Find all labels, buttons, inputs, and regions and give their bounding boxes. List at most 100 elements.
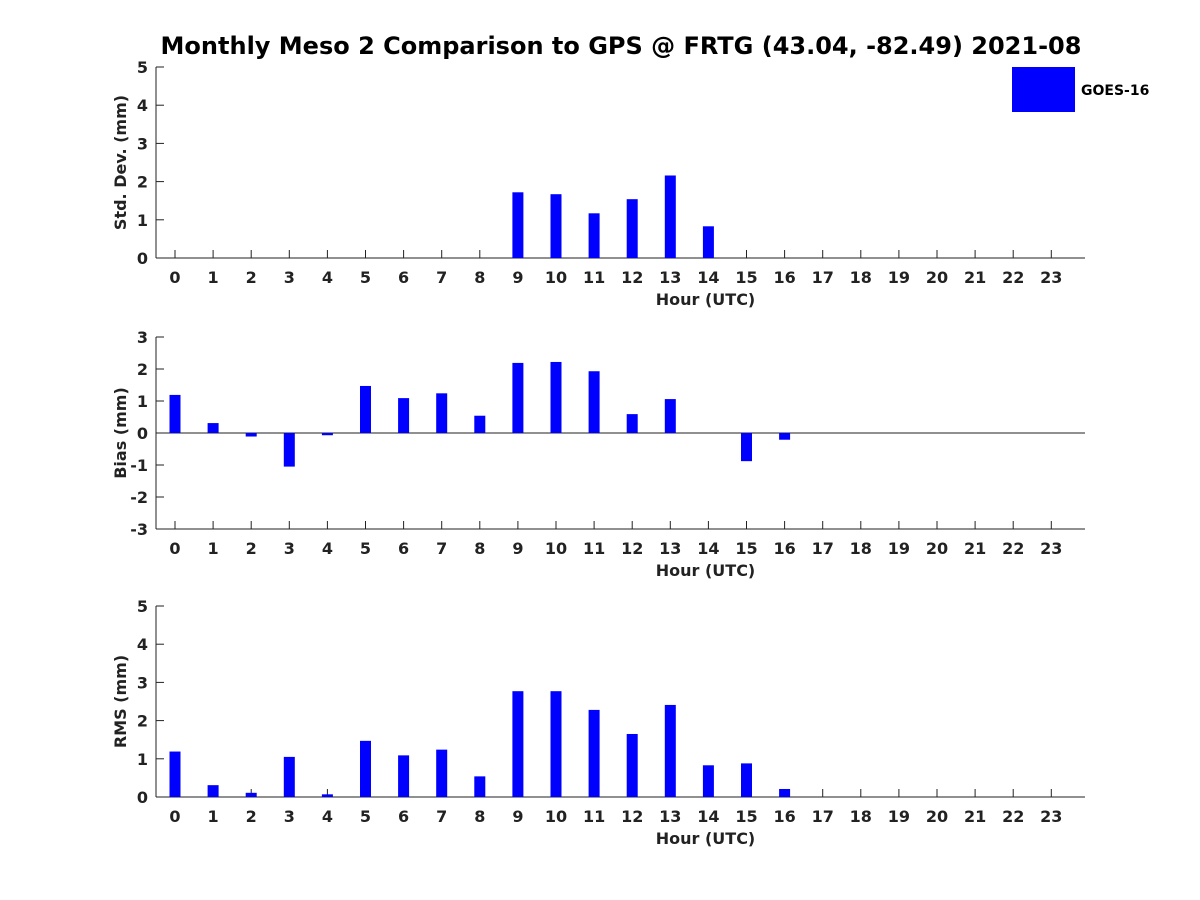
std-dev-xtick-label: 3 — [284, 268, 295, 287]
bias-xtick-label: 22 — [1002, 539, 1024, 558]
rms-ytick-label: 2 — [137, 712, 148, 731]
std-dev-y-axis-label: Std. Dev. (mm) — [111, 95, 130, 230]
bias-xtick-label: 9 — [512, 539, 523, 558]
std-dev-ytick-label: 2 — [137, 173, 148, 192]
rms-y-axis-label: RMS (mm) — [111, 655, 130, 748]
bias-xtick-label: 1 — [208, 539, 219, 558]
rms-bar-hour-8 — [474, 776, 486, 797]
rms-ytick-label: 4 — [137, 635, 148, 654]
bias-ytick-label: 1 — [137, 392, 148, 411]
rms-xtick-label: 10 — [545, 807, 567, 826]
rms-ytick-label: 3 — [137, 673, 148, 692]
rms-xtick-label: 17 — [812, 807, 834, 826]
bias-xtick-label: 7 — [436, 539, 447, 558]
std-dev-xtick-label: 14 — [697, 268, 719, 287]
bias-bar-hour-6 — [398, 398, 410, 433]
std-dev-xtick-label: 16 — [773, 268, 795, 287]
legend-label: GOES-16 — [1081, 83, 1149, 99]
rms-xtick-label: 2 — [246, 807, 257, 826]
rms-bar-hour-7 — [436, 749, 448, 797]
std-dev-bar-hour-14 — [702, 226, 714, 258]
rms-bar-hour-16 — [779, 788, 791, 797]
rms-xtick-label: 12 — [621, 807, 643, 826]
std-dev-xtick-label: 5 — [360, 268, 371, 287]
bias-xtick-label: 16 — [773, 539, 795, 558]
rms-xtick-label: 6 — [398, 807, 409, 826]
std-dev-bar-hour-11 — [588, 213, 600, 258]
std-dev-xtick-label: 17 — [812, 268, 834, 287]
rms-bar-hour-12 — [626, 733, 638, 797]
std-dev-ytick-label: 0 — [137, 249, 148, 268]
rms-bar-hour-6 — [398, 755, 410, 797]
rms-ytick-label: 5 — [137, 597, 148, 616]
rms-xtick-label: 19 — [888, 807, 910, 826]
std-dev-xtick-label: 20 — [926, 268, 948, 287]
rms-xtick-label: 16 — [773, 807, 795, 826]
std-dev-ytick-label: 1 — [137, 211, 148, 230]
std-dev-xtick-label: 4 — [322, 268, 333, 287]
std-dev-xtick-label: 18 — [850, 268, 872, 287]
bias-xtick-label: 10 — [545, 539, 567, 558]
std-dev-ytick-label: 4 — [137, 96, 148, 115]
rms-bar-hour-2 — [245, 792, 257, 797]
bias-bar-hour-1 — [207, 423, 219, 433]
std-dev-xtick-label: 7 — [436, 268, 447, 287]
rms-xtick-label: 9 — [512, 807, 523, 826]
bias-ytick-label: -2 — [130, 488, 148, 507]
bias-bar-hour-0 — [169, 394, 181, 433]
std-dev-xtick-label: 12 — [621, 268, 643, 287]
rms-xtick-label: 3 — [284, 807, 295, 826]
rms-bar-hour-3 — [283, 756, 295, 797]
bias-bar-hour-8 — [474, 415, 486, 433]
std-dev-bar-hour-9 — [512, 192, 524, 258]
bias-bar-hour-3 — [283, 433, 295, 467]
rms-ytick-label: 0 — [137, 788, 148, 807]
rms-bar-hour-4 — [321, 794, 333, 797]
rms-xtick-label: 1 — [208, 807, 219, 826]
rms-bar-hour-10 — [550, 691, 562, 797]
rms-xtick-label: 20 — [926, 807, 948, 826]
bias-xtick-label: 20 — [926, 539, 948, 558]
std-dev-xtick-label: 6 — [398, 268, 409, 287]
rms-bar-hour-1 — [207, 785, 219, 797]
bias-xtick-label: 5 — [360, 539, 371, 558]
bias-xtick-label: 6 — [398, 539, 409, 558]
bias-xtick-label: 11 — [583, 539, 605, 558]
bias-ytick-label: 3 — [137, 328, 148, 347]
bias-bar-hour-13 — [664, 399, 676, 433]
rms-bar-hour-9 — [512, 691, 524, 797]
bias-bar-hour-12 — [626, 414, 638, 433]
legend: GOES-16 — [1012, 67, 1149, 112]
std-dev-xtick-label: 10 — [545, 268, 567, 287]
bias-xtick-label: 15 — [735, 539, 757, 558]
rms-xtick-label: 21 — [964, 807, 986, 826]
std-dev-xtick-label: 8 — [474, 268, 485, 287]
bias-xtick-label: 13 — [659, 539, 681, 558]
std-dev-xtick-label: 23 — [1040, 268, 1062, 287]
rms-xtick-label: 18 — [850, 807, 872, 826]
chart-title: Monthly Meso 2 Comparison to GPS @ FRTG … — [161, 32, 1082, 60]
rms-bar-hour-13 — [664, 704, 676, 797]
rms-bar-hour-0 — [169, 751, 181, 797]
rms-ytick-label: 1 — [137, 750, 148, 769]
rms-bar-hour-14 — [702, 765, 714, 797]
bias-xtick-label: 17 — [812, 539, 834, 558]
bias-bar-hour-15 — [741, 433, 752, 462]
std-dev-bar-hour-13 — [664, 175, 676, 258]
std-dev-xtick-label: 21 — [964, 268, 986, 287]
std-dev-xtick-label: 11 — [583, 268, 605, 287]
rms-xtick-label: 11 — [583, 807, 605, 826]
std-dev-bar-hour-12 — [626, 199, 638, 258]
rms-xtick-label: 15 — [735, 807, 757, 826]
bias-xtick-label: 18 — [850, 539, 872, 558]
bias-xtick-label: 0 — [169, 539, 180, 558]
bias-xtick-label: 14 — [697, 539, 719, 558]
rms-xtick-label: 14 — [697, 807, 719, 826]
std-dev-xtick-label: 0 — [169, 268, 180, 287]
bias-xtick-label: 23 — [1040, 539, 1062, 558]
bias-xtick-label: 21 — [964, 539, 986, 558]
std-dev-x-axis-label: Hour (UTC) — [656, 290, 756, 309]
